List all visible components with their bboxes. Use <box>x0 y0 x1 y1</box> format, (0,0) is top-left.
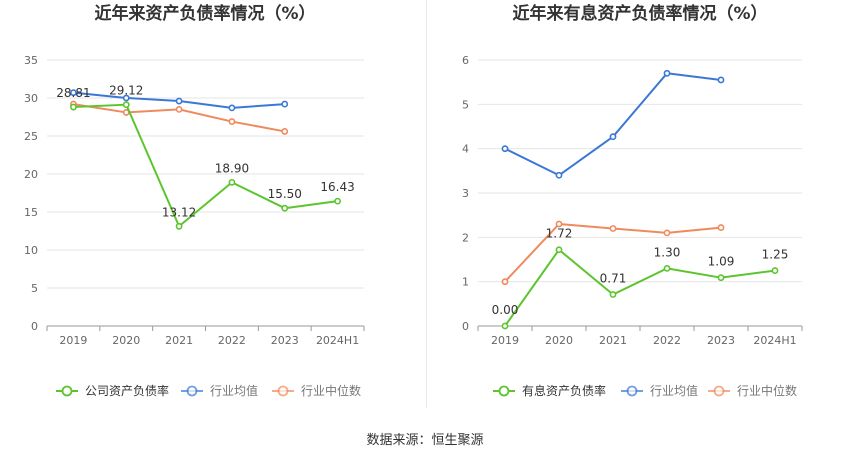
legend-swatch-marker <box>713 385 725 397</box>
legend-label: 行业均值 <box>210 383 258 398</box>
data-label: 16.43 <box>320 180 354 194</box>
data-point-1 <box>122 101 130 109</box>
data-point-2 <box>70 89 77 97</box>
data-point-3 <box>663 229 671 237</box>
data-point-2 <box>281 100 289 108</box>
legend-label: 行业中位数 <box>737 383 797 398</box>
x-tick-label: 2022 <box>218 334 246 347</box>
legend-swatch-marker <box>498 385 510 397</box>
data-point-3 <box>609 225 617 232</box>
data-point-1 <box>717 274 725 282</box>
data-point-2 <box>555 171 563 179</box>
data-label: 29.12 <box>109 84 143 98</box>
x-tick-label: 2022 <box>653 334 681 347</box>
y-tick-label: 3 <box>462 187 469 200</box>
data-point-3 <box>717 224 725 231</box>
y-tick-label: 35 <box>24 54 38 67</box>
legend-swatch-marker <box>61 385 73 397</box>
legend-swatch-marker <box>277 385 289 397</box>
data-point-2 <box>228 104 236 112</box>
data-point-3 <box>281 128 289 135</box>
data-point-1 <box>555 246 563 254</box>
y-tick-label: 25 <box>24 130 38 143</box>
y-tick-label: 15 <box>24 206 38 219</box>
legend-label: 公司资产负债率 <box>85 383 169 398</box>
data-point-3 <box>501 278 509 286</box>
data-point-2 <box>501 145 509 153</box>
data-label: 28.81 <box>56 86 90 100</box>
x-tick-label: 2019 <box>59 334 87 347</box>
x-tick-label: 2020 <box>112 334 140 347</box>
legend-label: 行业均值 <box>650 383 698 398</box>
x-tick-label: 2021 <box>165 334 193 347</box>
x-tick-label: 2024H1 <box>753 334 796 347</box>
data-point-1 <box>175 222 183 230</box>
data-point-1 <box>663 264 671 272</box>
series-line-2 <box>504 72 722 177</box>
legend-label: 行业中位数 <box>301 383 361 398</box>
x-tick-label: 2019 <box>491 334 519 347</box>
y-tick-label: 4 <box>462 143 469 156</box>
y-tick-label: 0 <box>462 320 469 333</box>
data-label: 1.72 <box>546 227 573 241</box>
data-point-2 <box>122 94 130 102</box>
data-point-3 <box>228 118 236 125</box>
chart-title-1: 近年来资产负债率情况（%） <box>94 3 315 24</box>
x-tick-label: 2020 <box>545 334 573 347</box>
data-point-2 <box>175 97 183 105</box>
data-point-1 <box>771 267 779 274</box>
data-label: 13.12 <box>162 205 196 219</box>
y-tick-label: 0 <box>31 320 38 333</box>
data-point-1 <box>501 322 509 330</box>
data-point-3 <box>555 220 563 228</box>
legend-label: 有息资产负债率 <box>522 383 606 398</box>
data-point-1 <box>609 291 617 298</box>
y-tick-label: 6 <box>462 54 469 67</box>
data-label: 15.50 <box>268 187 302 201</box>
chart-title-2: 近年来有息资产负债率情况（%） <box>512 3 767 24</box>
series-line-1 <box>504 248 776 327</box>
x-tick-label: 2021 <box>599 334 627 347</box>
legend-swatch-marker <box>626 385 638 397</box>
x-tick-label: 2023 <box>707 334 735 347</box>
y-tick-label: 10 <box>24 244 38 257</box>
data-point-3 <box>175 106 183 113</box>
data-point-1 <box>228 178 236 186</box>
data-point-2 <box>717 76 725 84</box>
data-point-1 <box>70 103 77 111</box>
data-point-2 <box>609 133 617 141</box>
data-point-1 <box>281 204 289 212</box>
x-tick-label: 2023 <box>271 334 299 347</box>
panel-divider <box>426 0 427 408</box>
data-label: 0.71 <box>600 272 627 286</box>
legend-swatch-marker <box>186 385 198 397</box>
y-tick-label: 5 <box>462 98 469 111</box>
data-point-1 <box>334 197 341 205</box>
data-label: 0.00 <box>492 303 519 317</box>
data-label: 18.90 <box>215 161 249 175</box>
y-tick-label: 5 <box>31 282 38 295</box>
y-tick-label: 1 <box>462 276 469 289</box>
source-note: 数据来源：恒生聚源 <box>366 433 484 448</box>
y-tick-label: 20 <box>24 168 38 181</box>
data-label: 1.30 <box>654 245 681 259</box>
data-label: 1.25 <box>762 248 789 262</box>
y-tick-label: 2 <box>462 231 469 244</box>
series-line-1 <box>73 103 338 228</box>
x-tick-label: 2024H1 <box>316 334 359 347</box>
data-point-2 <box>663 69 671 77</box>
data-label: 1.09 <box>708 255 735 269</box>
y-tick-label: 30 <box>24 92 38 105</box>
